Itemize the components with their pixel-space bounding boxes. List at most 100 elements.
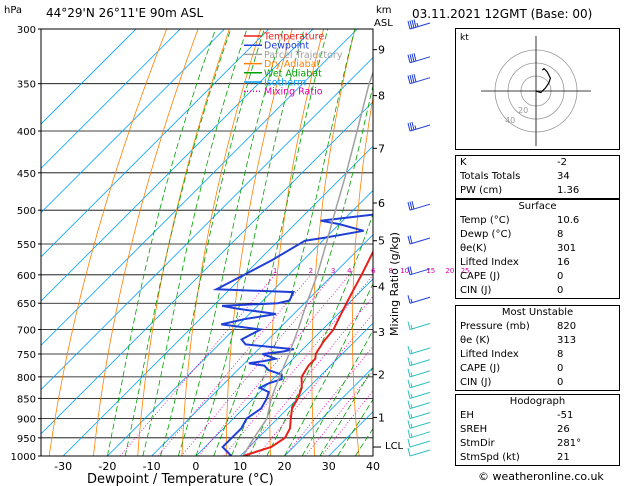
temperature-tick-label: -20 — [98, 460, 116, 473]
index-value: 1.36 — [557, 185, 580, 196]
wind-barb-feather — [407, 429, 411, 438]
mixing-ratio-line — [223, 274, 373, 456]
wind-barb-feather — [407, 438, 411, 448]
most-unstable-row: Pressure (mb) 820 — [456, 320, 619, 334]
legend-label: Wet Adiabat — [264, 68, 322, 79]
wind-barb-staff — [409, 203, 431, 211]
index-value: 34 — [557, 171, 570, 182]
most-unstable-row: CAPE (J) 0 — [456, 362, 619, 376]
most-unstable-label: θe (K) — [460, 335, 490, 346]
index-label: K — [460, 157, 467, 168]
mixing-ratio-axis-label: Mixing Ratio (g/kg) — [388, 232, 401, 336]
wind-barb-staff — [409, 347, 431, 355]
wind-barb-feather — [409, 20, 413, 29]
surface-value: 8 — [557, 229, 564, 240]
series-lines — [212, 70, 373, 456]
pressure-tick-label: 450 — [17, 169, 36, 180]
mixing-ratio-tick-label: 25 — [461, 267, 470, 275]
km-tick-label: 1 — [378, 411, 385, 424]
wind-barb-half-feather — [410, 423, 413, 428]
pressure-tick-label: 950 — [17, 434, 36, 445]
wind-barb-feather — [407, 122, 411, 132]
wind-barb-staff — [409, 412, 431, 420]
wet-adiabat-line — [177, 29, 284, 456]
most-unstable-row: θe (K) 313 — [456, 334, 619, 348]
pressure-tick-label: 550 — [17, 240, 36, 251]
hodograph-value: -51 — [557, 410, 574, 421]
isotherm-line — [239, 322, 373, 456]
wet-adiabat-line — [107, 29, 216, 456]
hodograph-row: StmSpd (kt) 21 — [456, 451, 619, 465]
surface-row: Dewp (°C) 8 — [456, 228, 619, 242]
surface-label: θe(K) — [460, 243, 487, 254]
surface-label: Dewp (°C) — [460, 229, 512, 240]
hodograph-panel: kt 20 40 — [455, 28, 620, 150]
pressure-tick-label: 750 — [17, 350, 36, 361]
wind-barb-feather — [409, 122, 413, 131]
surface-row: Temp (°C) 10.6 — [456, 214, 619, 228]
wind-barb-feather — [407, 420, 411, 429]
mixing-ratio-line — [157, 274, 312, 456]
pressure-tick-label: 500 — [17, 206, 36, 217]
series-dewpoint — [212, 213, 373, 456]
hodograph-row: StmDir 281° — [456, 437, 619, 451]
most-unstable-value: 0 — [557, 377, 564, 388]
legend-label: Isotherm — [264, 78, 306, 89]
hodograph-unit-label: kt — [460, 33, 469, 43]
wind-barb-feather — [407, 54, 411, 63]
wind-barb-feather — [409, 75, 413, 84]
wet-adiabat-line — [284, 282, 373, 456]
hodograph-title: Hodograph — [509, 396, 566, 407]
surface-value: 16 — [557, 257, 570, 268]
hpa-axis-label: hPa — [4, 5, 22, 16]
pressure-tick-label: 650 — [17, 299, 36, 310]
wind-barb-feather — [411, 19, 415, 29]
wind-barb-staff — [409, 359, 431, 367]
wind-barb-staff — [409, 402, 431, 410]
surface-value: 10.6 — [557, 215, 580, 226]
temperature-tick-label: 20 — [277, 460, 291, 473]
wind-barb-feather — [407, 345, 411, 355]
wind-barb-feather — [413, 53, 417, 62]
mixing-ratio-line — [305, 370, 373, 456]
wind-barb-staff — [409, 381, 431, 389]
mixing-ratio-tick-label: 2 — [309, 267, 313, 275]
surface-row: CAPE (J) 0 — [456, 270, 619, 284]
wind-barb-feather — [407, 20, 411, 30]
hodograph-value: 21 — [557, 452, 570, 463]
km-tick-label: 9 — [378, 44, 385, 57]
surface-row: θe(K) 301 — [456, 242, 619, 256]
wind-barb-feather — [407, 321, 411, 330]
x-axis-label: Dewpoint / Temperature (°C) — [87, 472, 274, 486]
index-value: -2 — [557, 157, 567, 168]
wind-barbs — [407, 19, 431, 457]
temperature-tick-label: -10 — [143, 460, 161, 473]
mixing-ratio-tick-label: 20 — [445, 267, 454, 275]
plot-frame — [40, 28, 374, 457]
most-unstable-table: Most Unstable Pressure (mb) 820 θe (K) 313 L… — [455, 305, 620, 391]
temperature-tick-label: 10 — [233, 460, 247, 473]
series-parcel-trajectory — [242, 70, 373, 456]
wind-barb-half-feather — [410, 372, 413, 377]
surface-label: CAPE (J) — [460, 271, 501, 282]
wet-adiabat-line — [160, 29, 265, 456]
wind-barb-feather — [411, 53, 415, 62]
mixing-ratio-tick-label: 6 — [371, 267, 376, 275]
pressure-tick-label: 900 — [17, 415, 36, 426]
most-unstable-label: CAPE (J) — [460, 363, 501, 374]
temperature-tick-label: 0 — [192, 460, 199, 473]
wet-adiabat-line — [266, 212, 373, 456]
wind-barb-half-feather — [410, 383, 413, 388]
wind-barb-feather — [411, 121, 415, 131]
wind-barb-staff — [409, 421, 431, 429]
wind-barb-half-feather — [410, 433, 413, 438]
wet-adiabat-line — [230, 29, 356, 456]
km-axis-label: km — [376, 5, 392, 16]
km-tick-label: 5 — [378, 235, 385, 248]
wind-barb-staff — [409, 237, 431, 245]
isotherm-line — [41, 101, 373, 435]
isotherm-line — [41, 29, 314, 302]
isotherm-line — [151, 234, 373, 456]
